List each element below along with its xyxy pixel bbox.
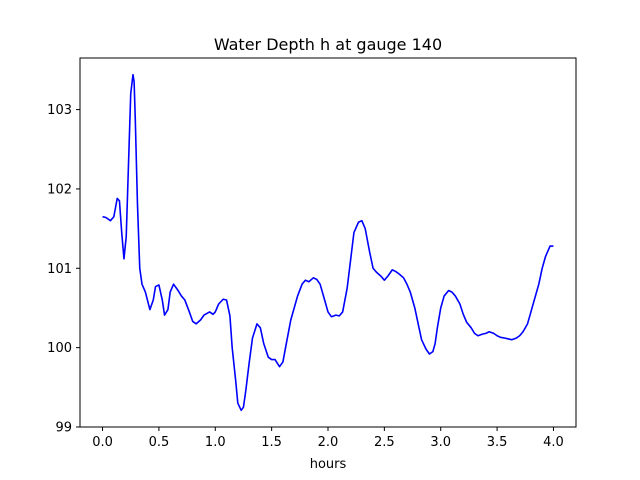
- x-tick-label: 1.0: [205, 435, 226, 450]
- plot-area-frame: [79, 57, 577, 428]
- x-tick-label: 2.5: [374, 435, 395, 450]
- x-tick-label: 2.0: [318, 435, 339, 450]
- x-axis-ticks: 0.0 0.5 1.0 1.5 2.0 2.5 3.0 3.5 4.0: [92, 427, 564, 450]
- x-tick-label: 0.0: [92, 435, 113, 450]
- x-axis-label: hours: [310, 457, 347, 472]
- y-tick-label: 103: [47, 103, 72, 118]
- y-tick-label: 101: [47, 262, 72, 277]
- x-tick-label: 0.5: [149, 435, 170, 450]
- x-tick-label: 3.5: [487, 435, 508, 450]
- series-line-0: [102, 73, 554, 412]
- chart-title: Water Depth h at gauge 140: [214, 35, 442, 54]
- y-tick-label: 102: [47, 182, 72, 197]
- x-tick-label: 4.0: [543, 435, 564, 450]
- x-tick-label: 1.5: [261, 435, 282, 450]
- y-tick-label: 100: [47, 341, 72, 356]
- x-tick-label: 3.0: [430, 435, 451, 450]
- y-tick-label: 99: [55, 421, 72, 436]
- y-axis-ticks: 99 100 101 102 103: [47, 103, 80, 436]
